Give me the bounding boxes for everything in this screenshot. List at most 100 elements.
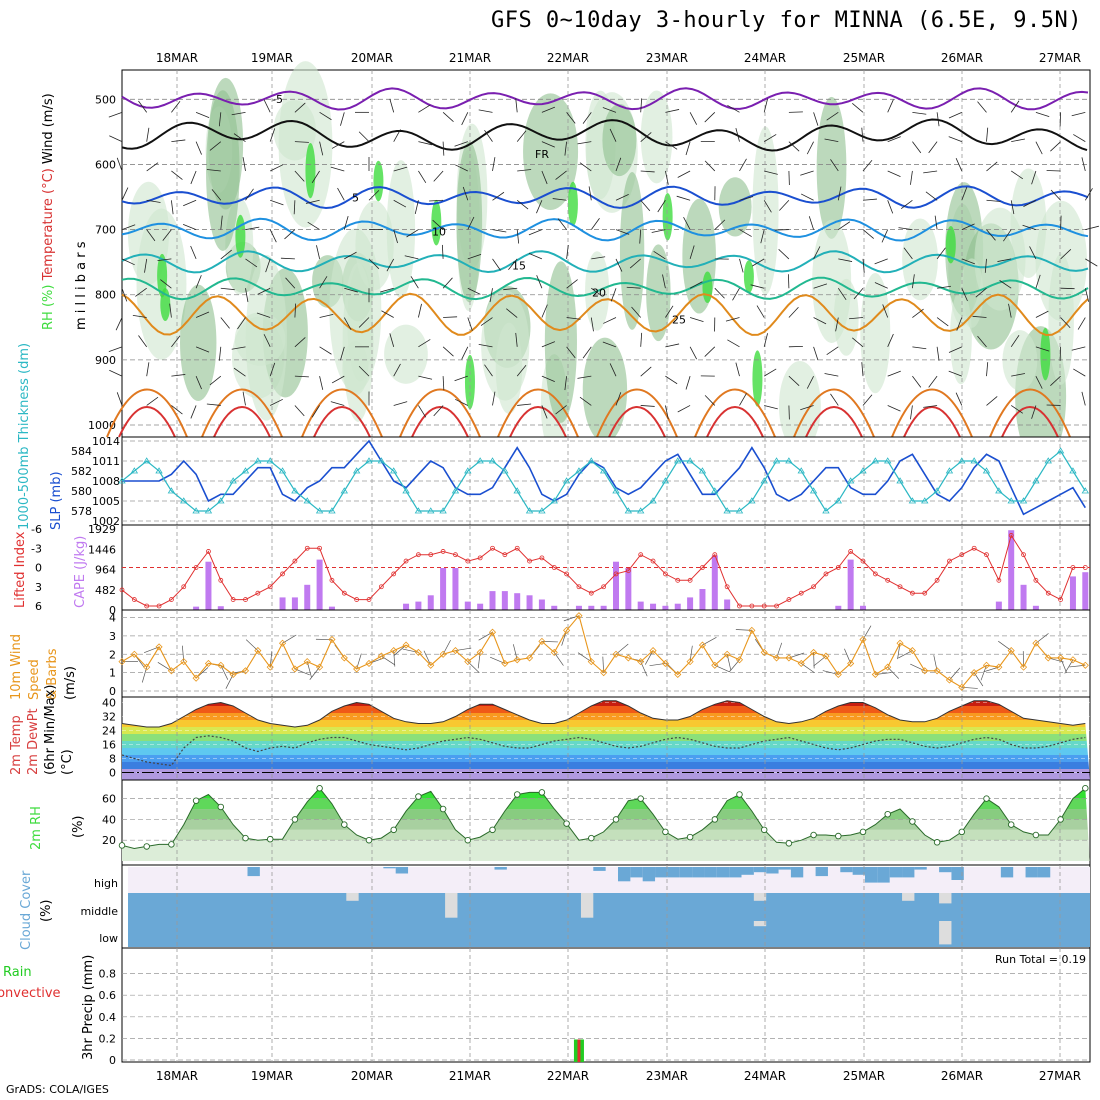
lifted-index-marker [218, 577, 224, 583]
lifted-index-marker [527, 558, 532, 564]
cloud-middle-gap [753, 893, 767, 901]
wind-barb [689, 317, 704, 322]
rh-marker [489, 826, 496, 834]
wind-barb [862, 394, 873, 406]
rh-tick-label: 60 [102, 793, 116, 806]
wind-barb [824, 138, 839, 143]
wind-barb [665, 141, 678, 150]
wind-barb [528, 253, 543, 260]
date-label-top: 22MAR [547, 51, 589, 65]
rh-shade [816, 96, 847, 239]
wind-barb [640, 170, 655, 173]
wind-barb [1035, 141, 1043, 155]
lifted-index-marker [292, 558, 298, 564]
wind-barb [602, 107, 617, 113]
wind-barb [442, 141, 445, 156]
wind-barb [602, 341, 617, 348]
thickness-marker [254, 457, 262, 464]
wind-barb [934, 215, 938, 230]
wind10-barb [478, 631, 493, 641]
wind10-marker [884, 663, 892, 671]
rh-shade [640, 90, 673, 184]
wind-barb [653, 250, 666, 260]
wind-barb [414, 200, 419, 215]
wind-barb [508, 258, 518, 271]
wind-barb [331, 141, 345, 149]
wind-barb [206, 403, 221, 406]
wind-barb [242, 157, 246, 172]
wind-barb [1023, 199, 1037, 207]
wind-barb [986, 396, 998, 406]
date-label-bottom: 23MAR [646, 1069, 688, 1083]
wind-barb [665, 109, 680, 113]
wind-barb [725, 317, 740, 322]
lifted-index-marker [317, 545, 323, 551]
wind-barb [689, 245, 695, 260]
wind-barb [714, 287, 725, 299]
wind-barb [492, 157, 496, 172]
wind10-marker [847, 659, 855, 668]
lifted-index-marker [675, 577, 681, 583]
wind-barb [293, 200, 296, 215]
wind-barb [337, 187, 345, 201]
temperature-contour [301, 388, 383, 438]
thickness-marker [464, 467, 472, 474]
wind-barb [330, 166, 345, 172]
pressure-axis-title: m i l l i b a r s [74, 241, 89, 330]
wind-barb [912, 346, 927, 350]
pressure-tick-label: 900 [95, 354, 116, 367]
cape-bar [613, 561, 619, 610]
cape-tick-label: 1929 [88, 523, 116, 536]
lifted-index-marker [564, 571, 569, 577]
wind10-marker [513, 656, 521, 664]
wind-barb [824, 373, 839, 377]
wind10-marker [945, 676, 954, 684]
rh-marker [983, 795, 990, 802]
lifted-index-marker [910, 590, 915, 596]
thickness-marker [328, 507, 336, 514]
cloud-high-bg [128, 867, 1090, 893]
wind-barb [662, 274, 666, 289]
temperature-contour-label: 25 [672, 314, 686, 327]
wind10-marker [488, 628, 497, 636]
wind-barb [171, 335, 181, 348]
wind10-tick-label: 3 [109, 630, 116, 643]
wind-barb [837, 186, 842, 201]
rh-shade [718, 177, 752, 237]
wind10-marker [674, 670, 682, 679]
wind10-marker [908, 647, 916, 655]
wind-barb [862, 258, 865, 273]
wind10-marker [414, 648, 422, 656]
wind-barb [984, 258, 987, 273]
rh-shade-high [431, 199, 442, 246]
thickness-marker [686, 457, 694, 464]
wind-barb [294, 337, 306, 348]
thickness-marker [995, 487, 1003, 494]
slp-tick-label: 1014 [92, 435, 120, 448]
wind-barb [121, 187, 129, 201]
cape-bar [526, 595, 533, 610]
wind-barb [368, 190, 380, 201]
lifted-index-marker [1070, 565, 1076, 570]
thickness-marker [377, 457, 386, 464]
wind10-marker [402, 641, 410, 649]
cloud-high-bar [618, 867, 631, 882]
wind-barb [1010, 200, 1015, 215]
cloud-high-bar [667, 867, 680, 878]
wind10-barb [615, 643, 629, 655]
cape-bar [699, 589, 706, 610]
wind-barb [182, 223, 197, 230]
wind-barb [171, 200, 174, 215]
rh-marker [588, 834, 595, 842]
date-label-top: 23MAR [646, 51, 688, 65]
chart-title: GFS 0~10day 3-hourly for MINNA (6.5E, 9.… [490, 8, 1082, 33]
cape-bar [279, 597, 286, 610]
wind-barb [462, 186, 469, 201]
wind10-marker [340, 654, 348, 662]
wind-barb [813, 317, 827, 325]
wind-barb [685, 141, 691, 156]
date-label-top: 26MAR [941, 51, 983, 65]
lifted-index-marker [304, 545, 310, 551]
lifted-index-marker [1008, 533, 1014, 538]
wind-barb [903, 247, 913, 260]
